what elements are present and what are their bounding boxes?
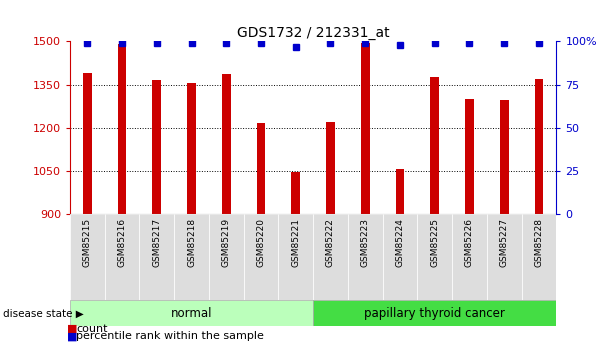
Text: disease state ▶: disease state ▶ (3, 309, 84, 319)
Text: GSM85216: GSM85216 (117, 218, 126, 267)
Bar (209, 214, 244, 300)
Bar (313, 214, 348, 300)
Text: GSM85219: GSM85219 (222, 218, 231, 267)
Text: GSM85224: GSM85224 (395, 218, 404, 267)
Bar (70, 300, 313, 326)
Bar (278, 214, 313, 300)
Title: GDS1732 / 212331_at: GDS1732 / 212331_at (237, 26, 390, 40)
Text: normal: normal (171, 307, 212, 319)
Text: GSM85218: GSM85218 (187, 218, 196, 267)
Bar (105, 214, 139, 300)
Text: GSM85221: GSM85221 (291, 218, 300, 267)
Bar (313, 300, 556, 326)
Bar (291, 172, 300, 214)
Bar (222, 73, 230, 214)
Bar (174, 214, 209, 300)
Bar (487, 214, 522, 300)
Text: GSM85226: GSM85226 (465, 218, 474, 267)
Text: GSM85227: GSM85227 (500, 218, 509, 267)
Bar (361, 43, 370, 214)
Text: GSM85215: GSM85215 (83, 218, 92, 267)
Text: ■: ■ (67, 324, 77, 334)
Text: GSM85228: GSM85228 (534, 218, 544, 267)
Bar (244, 214, 278, 300)
Text: GSM85220: GSM85220 (257, 218, 266, 267)
Bar (430, 77, 439, 214)
Text: GSM85217: GSM85217 (152, 218, 161, 267)
Bar (534, 79, 544, 214)
Text: papillary thyroid cancer: papillary thyroid cancer (364, 307, 505, 319)
Bar (452, 214, 487, 300)
Bar (417, 214, 452, 300)
Bar (522, 214, 556, 300)
Text: percentile rank within the sample: percentile rank within the sample (76, 332, 264, 341)
Bar (326, 122, 335, 214)
Bar (118, 44, 126, 214)
Text: count: count (76, 324, 108, 334)
Bar (153, 80, 161, 214)
Bar (465, 99, 474, 214)
Bar (348, 214, 382, 300)
Bar (70, 214, 105, 300)
Bar (500, 100, 508, 214)
Bar (396, 169, 404, 214)
Bar (382, 214, 417, 300)
Text: GSM85222: GSM85222 (326, 218, 335, 267)
Bar (187, 83, 196, 214)
Text: ■: ■ (67, 332, 77, 341)
Text: GSM85223: GSM85223 (361, 218, 370, 267)
Bar (257, 123, 265, 214)
Bar (139, 214, 174, 300)
Text: GSM85225: GSM85225 (430, 218, 439, 267)
Bar (83, 73, 92, 214)
